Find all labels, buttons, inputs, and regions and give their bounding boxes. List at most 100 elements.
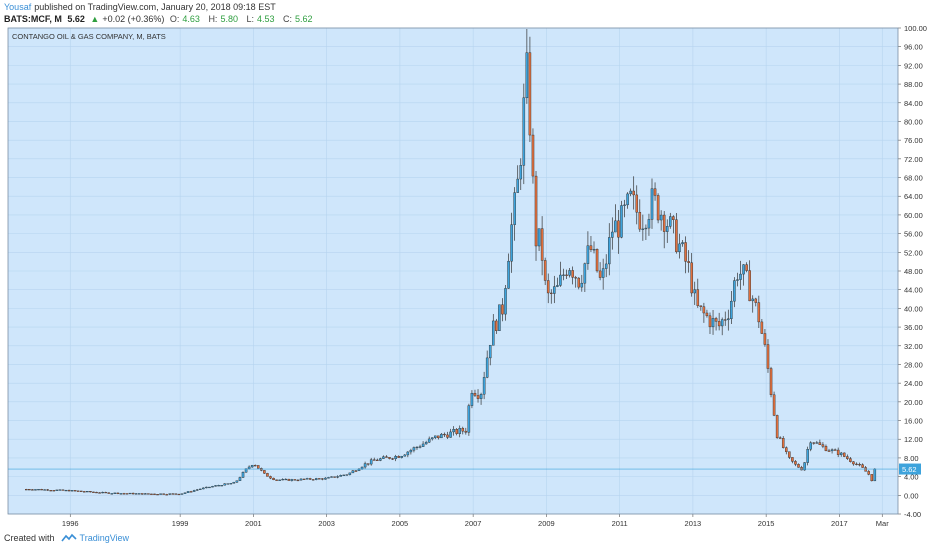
- candle[interactable]: [873, 468, 877, 482]
- candle[interactable]: [833, 449, 837, 451]
- candle[interactable]: [858, 464, 861, 466]
- candle[interactable]: [397, 456, 400, 458]
- candle[interactable]: [202, 487, 205, 490]
- candle[interactable]: [217, 485, 220, 487]
- candle[interactable]: [461, 428, 465, 432]
- candle[interactable]: [687, 261, 690, 263]
- candle[interactable]: [522, 97, 526, 166]
- candle[interactable]: [28, 489, 31, 491]
- candle[interactable]: [653, 188, 657, 196]
- candle[interactable]: [40, 489, 43, 491]
- candle[interactable]: [98, 492, 101, 494]
- candle[interactable]: [220, 485, 223, 487]
- candle[interactable]: [394, 456, 397, 460]
- candle[interactable]: [809, 442, 812, 450]
- candle[interactable]: [592, 249, 596, 251]
- candle[interactable]: [617, 220, 620, 238]
- candle[interactable]: [470, 392, 474, 406]
- price-chart[interactable]: 100.00 96.00 92.00 88.00 84.00 80.00 76.00 72.0…: [0, 26, 932, 530]
- candle[interactable]: [424, 442, 428, 445]
- candle[interactable]: [52, 490, 56, 492]
- candle[interactable]: [614, 220, 617, 233]
- candle[interactable]: [665, 226, 669, 232]
- candle[interactable]: [83, 491, 86, 493]
- candle[interactable]: [305, 478, 309, 480]
- candle[interactable]: [608, 237, 611, 265]
- candle[interactable]: [632, 190, 635, 196]
- author-link[interactable]: Yousaf: [4, 2, 32, 12]
- candle[interactable]: [604, 263, 608, 269]
- candle[interactable]: [284, 478, 288, 481]
- candle[interactable]: [598, 270, 602, 278]
- candle[interactable]: [504, 288, 507, 315]
- candle[interactable]: [299, 478, 303, 481]
- candle[interactable]: [720, 319, 724, 327]
- candle[interactable]: [635, 194, 639, 213]
- candle[interactable]: [769, 368, 773, 396]
- candle[interactable]: [113, 492, 117, 494]
- candle[interactable]: [638, 211, 642, 230]
- candle[interactable]: [696, 289, 700, 306]
- candle[interactable]: [473, 392, 477, 396]
- candle[interactable]: [736, 279, 739, 281]
- candle[interactable]: [79, 490, 83, 492]
- candle[interactable]: [278, 479, 281, 481]
- candle[interactable]: [46, 489, 49, 491]
- candle[interactable]: [34, 489, 37, 491]
- candle[interactable]: [250, 465, 254, 468]
- candle[interactable]: [232, 482, 236, 484]
- candle[interactable]: [406, 451, 410, 456]
- candle[interactable]: [812, 442, 816, 444]
- candle[interactable]: [177, 493, 181, 496]
- candle[interactable]: [714, 318, 718, 322]
- candle[interactable]: [427, 438, 431, 443]
- candle[interactable]: [821, 444, 825, 447]
- candle[interactable]: [568, 270, 571, 276]
- candle[interactable]: [275, 479, 278, 481]
- candle[interactable]: [543, 260, 547, 281]
- candle[interactable]: [49, 490, 52, 492]
- candle[interactable]: [195, 489, 199, 491]
- candle[interactable]: [485, 357, 489, 378]
- candle[interactable]: [766, 344, 770, 369]
- candle[interactable]: [440, 433, 443, 439]
- candle[interactable]: [226, 483, 230, 485]
- candle[interactable]: [321, 478, 324, 480]
- candle[interactable]: [272, 477, 275, 481]
- candle[interactable]: [827, 450, 831, 452]
- candle[interactable]: [760, 321, 764, 334]
- candle[interactable]: [818, 442, 822, 445]
- candle[interactable]: [513, 192, 516, 225]
- candle[interactable]: [330, 476, 333, 478]
- candle[interactable]: [452, 429, 455, 433]
- candle[interactable]: [781, 438, 785, 448]
- candle[interactable]: [37, 489, 40, 491]
- candle[interactable]: [241, 472, 245, 478]
- candle[interactable]: [379, 458, 382, 461]
- candle[interactable]: [550, 292, 553, 294]
- candle[interactable]: [702, 306, 706, 314]
- candle[interactable]: [110, 493, 114, 495]
- candle[interactable]: [684, 242, 687, 262]
- candle[interactable]: [611, 231, 614, 238]
- candle[interactable]: [235, 480, 239, 483]
- candle[interactable]: [354, 470, 358, 472]
- candle[interactable]: [830, 449, 834, 452]
- candle[interactable]: [650, 188, 654, 220]
- candle[interactable]: [31, 489, 34, 491]
- candle[interactable]: [238, 477, 242, 481]
- candle[interactable]: [388, 457, 391, 459]
- candle[interactable]: [180, 493, 184, 495]
- candle[interactable]: [678, 243, 681, 253]
- candle[interactable]: [153, 493, 156, 495]
- candle[interactable]: [778, 437, 782, 439]
- candle[interactable]: [211, 486, 214, 488]
- candle[interactable]: [253, 465, 257, 467]
- chart-area[interactable]: 100.00 96.00 92.00 88.00 84.00 80.00 76.00 72.0…: [0, 26, 932, 530]
- candle[interactable]: [412, 447, 416, 451]
- candle[interactable]: [742, 264, 745, 275]
- candle[interactable]: [418, 446, 422, 448]
- candle[interactable]: [839, 452, 843, 455]
- candle[interactable]: [162, 493, 165, 495]
- candle[interactable]: [314, 478, 318, 480]
